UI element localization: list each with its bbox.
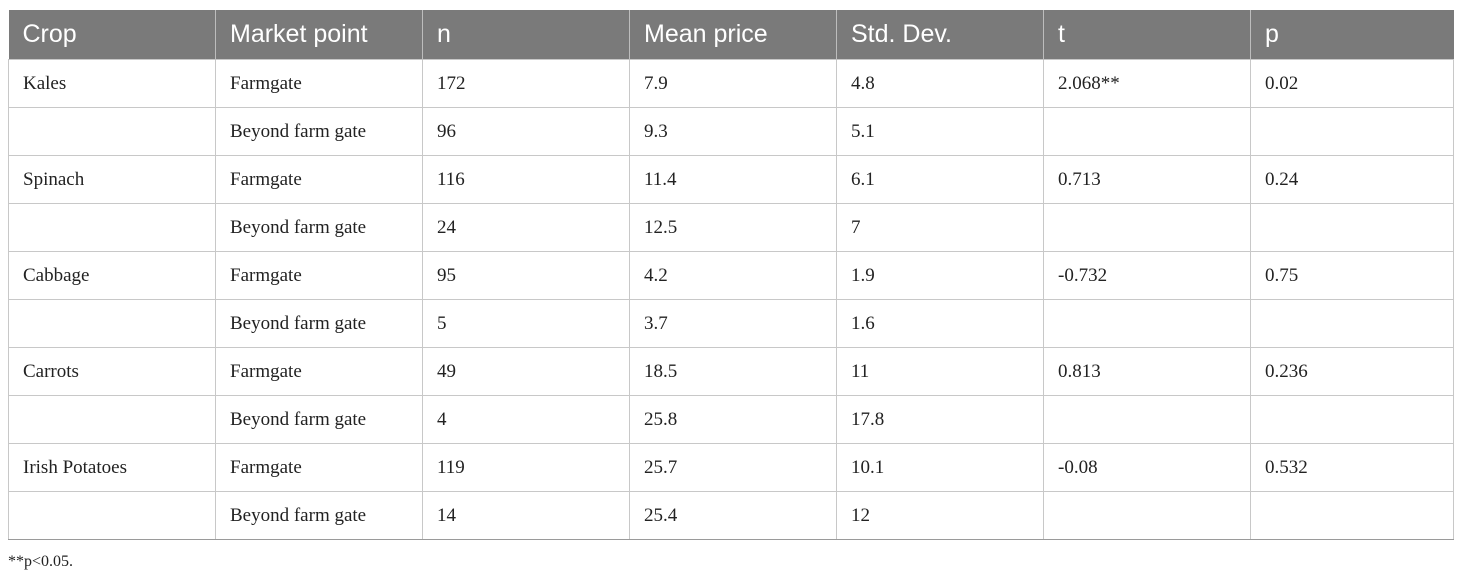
table-header: Crop Market point n Mean price Std. Dev.… — [8, 10, 1454, 60]
cell-n: 24 — [422, 203, 630, 252]
cell-crop: Cabbage — [8, 251, 216, 300]
header-mean-price: Mean price — [629, 10, 837, 60]
cell-p: 0.02 — [1250, 59, 1454, 108]
cell-market-point: Beyond farm gate — [215, 203, 423, 252]
cell-n: 95 — [422, 251, 630, 300]
cell-std-dev: 6.1 — [836, 155, 1044, 204]
table-row: Kales Farmgate 172 7.9 4.8 2.068** 0.02 — [8, 59, 1454, 108]
cell-p: 0.24 — [1250, 155, 1454, 204]
cell-p — [1250, 395, 1454, 444]
cell-mean-price: 3.7 — [629, 299, 837, 348]
cell-market-point: Beyond farm gate — [215, 491, 423, 540]
cell-t: 0.813 — [1043, 347, 1251, 396]
header-crop: Crop — [8, 10, 216, 60]
table-row: Beyond farm gate 24 12.5 7 — [8, 203, 1454, 252]
cell-crop: Kales — [8, 59, 216, 108]
cell-crop — [8, 299, 216, 348]
header-n: n — [422, 10, 630, 60]
cell-mean-price: 18.5 — [629, 347, 837, 396]
header-t: t — [1043, 10, 1251, 60]
cell-n: 119 — [422, 443, 630, 492]
cell-std-dev: 1.9 — [836, 251, 1044, 300]
table-row: Beyond farm gate 4 25.8 17.8 — [8, 395, 1454, 444]
header-row: Crop Market point n Mean price Std. Dev.… — [8, 10, 1454, 60]
cell-std-dev: 7 — [836, 203, 1044, 252]
header-market-point: Market point — [215, 10, 423, 60]
cell-n: 14 — [422, 491, 630, 540]
cell-mean-price: 11.4 — [629, 155, 837, 204]
cell-t — [1043, 299, 1251, 348]
cell-mean-price: 25.8 — [629, 395, 837, 444]
cell-std-dev: 17.8 — [836, 395, 1044, 444]
cell-t — [1043, 395, 1251, 444]
price-comparison-table-container: Crop Market point n Mean price Std. Dev.… — [8, 10, 1454, 540]
table-footnote: **p<0.05. — [8, 553, 74, 570]
cell-p: 0.236 — [1250, 347, 1454, 396]
price-comparison-table: Crop Market point n Mean price Std. Dev.… — [8, 10, 1454, 540]
cell-std-dev: 4.8 — [836, 59, 1044, 108]
cell-p — [1250, 299, 1454, 348]
cell-p — [1250, 107, 1454, 156]
cell-n: 116 — [422, 155, 630, 204]
cell-t: 0.713 — [1043, 155, 1251, 204]
table-row: Beyond farm gate 14 25.4 12 — [8, 491, 1454, 540]
cell-n: 49 — [422, 347, 630, 396]
cell-crop: Carrots — [8, 347, 216, 396]
cell-t — [1043, 491, 1251, 540]
table-row: Beyond farm gate 5 3.7 1.6 — [8, 299, 1454, 348]
cell-p — [1250, 203, 1454, 252]
table-row: Irish Potatoes Farmgate 119 25.7 10.1 -0.08 0.… — [8, 443, 1454, 492]
cell-t: 2.068** — [1043, 59, 1251, 108]
cell-std-dev: 10.1 — [836, 443, 1044, 492]
header-p: p — [1250, 10, 1454, 60]
cell-p: 0.75 — [1250, 251, 1454, 300]
cell-market-point: Farmgate — [215, 59, 423, 108]
cell-market-point: Farmgate — [215, 155, 423, 204]
cell-market-point: Beyond farm gate — [215, 299, 423, 348]
cell-t — [1043, 203, 1251, 252]
cell-market-point: Beyond farm gate — [215, 107, 423, 156]
cell-n: 4 — [422, 395, 630, 444]
cell-market-point: Farmgate — [215, 443, 423, 492]
cell-n: 96 — [422, 107, 630, 156]
cell-t: -0.08 — [1043, 443, 1251, 492]
cell-crop — [8, 107, 216, 156]
cell-std-dev: 11 — [836, 347, 1044, 396]
cell-mean-price: 4.2 — [629, 251, 837, 300]
cell-mean-price: 7.9 — [629, 59, 837, 108]
cell-mean-price: 25.4 — [629, 491, 837, 540]
cell-crop: Irish Potatoes — [8, 443, 216, 492]
table-row: Carrots Farmgate 49 18.5 11 0.813 0.236 — [8, 347, 1454, 396]
cell-crop — [8, 203, 216, 252]
cell-crop — [8, 395, 216, 444]
cell-n: 172 — [422, 59, 630, 108]
table-row: Spinach Farmgate 116 11.4 6.1 0.713 0.24 — [8, 155, 1454, 204]
cell-p: 0.532 — [1250, 443, 1454, 492]
cell-mean-price: 9.3 — [629, 107, 837, 156]
cell-market-point: Farmgate — [215, 251, 423, 300]
cell-mean-price: 25.7 — [629, 443, 837, 492]
table-row: Cabbage Farmgate 95 4.2 1.9 -0.732 0.75 — [8, 251, 1454, 300]
cell-market-point: Farmgate — [215, 347, 423, 396]
cell-crop — [8, 491, 216, 540]
cell-market-point: Beyond farm gate — [215, 395, 423, 444]
cell-crop: Spinach — [8, 155, 216, 204]
cell-t — [1043, 107, 1251, 156]
table-body: Kales Farmgate 172 7.9 4.8 2.068** 0.02 Beyond … — [8, 59, 1454, 540]
cell-n: 5 — [422, 299, 630, 348]
cell-t: -0.732 — [1043, 251, 1251, 300]
cell-mean-price: 12.5 — [629, 203, 837, 252]
cell-std-dev: 1.6 — [836, 299, 1044, 348]
header-std-dev: Std. Dev. — [836, 10, 1044, 60]
cell-std-dev: 12 — [836, 491, 1044, 540]
cell-p — [1250, 491, 1454, 540]
cell-std-dev: 5.1 — [836, 107, 1044, 156]
table-row: Beyond farm gate 96 9.3 5.1 — [8, 107, 1454, 156]
